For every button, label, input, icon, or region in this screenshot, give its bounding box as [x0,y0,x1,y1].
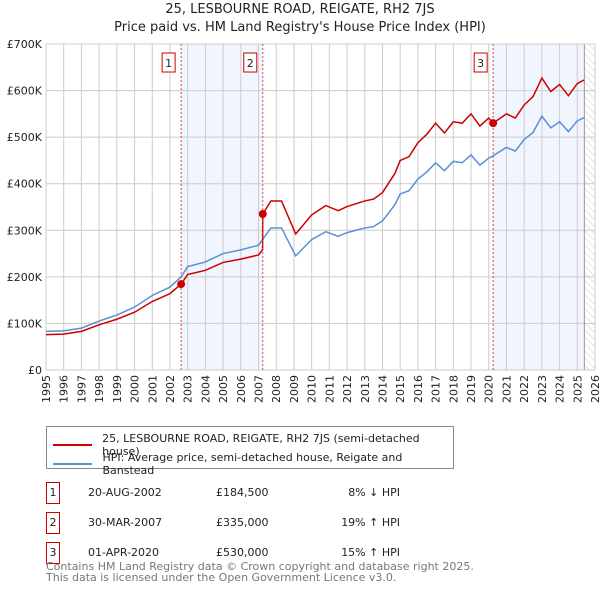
chart-subtitle: Price paid vs. HM Land Registry's House … [114,20,486,35]
x-tick-label: 1998 [93,375,106,403]
sale-point [177,280,186,289]
y-tick-label: £600K [7,85,43,98]
sale-badge: 2 [46,512,60,534]
legend-item-hpi: HPI: Average price, semi-detached house,… [53,451,453,477]
sale-date: 20-AUG-2002 [88,486,162,499]
legend-label: HPI: Average price, semi-detached house,… [102,451,403,477]
x-tick-label: 2018 [447,375,460,403]
sale-hpi-diff: 19% ↑ HPI [341,516,400,529]
y-tick-label: £700K [7,38,43,51]
y-tick-label: £300K [7,224,43,237]
legend-label: 25, LESBOURNE ROAD, REIGATE, RH2 7JS (se… [102,432,420,458]
sale-label-box [473,52,488,73]
legend: 25, LESBOURNE ROAD, REIGATE, RH2 7JS (se… [46,426,454,477]
x-tick-label: 2022 [518,375,531,403]
sale-label: 2 [247,57,254,70]
x-tick-label: 1999 [111,375,124,403]
x-tick-label: 1995 [40,375,53,403]
legend-swatch-red [53,444,93,446]
x-tick-label: 2013 [359,375,372,403]
x-tick-label: 1997 [75,375,88,403]
sale-row: 2 30-MAR-2007 £335,000 19% ↑ HPI [46,512,446,534]
x-tick-label: 2003 [182,375,195,403]
x-tick-label: 2008 [270,375,283,403]
x-tick-label: 2019 [465,375,478,403]
sale-price: £530,000 [216,546,269,559]
x-tick-label: 2015 [394,375,407,403]
y-tick-label: £500K [7,131,43,144]
plot-frame [45,43,596,371]
sale-point [258,209,267,218]
x-tick-label: 1996 [58,375,71,403]
x-tick-label: 2007 [253,375,266,403]
sale-price: £335,000 [216,516,269,529]
x-tick-label: 2016 [412,375,425,403]
sale-hpi-diff: 15% ↑ HPI [341,546,400,559]
x-tick-label: 2004 [199,375,212,403]
legend-swatch-blue [53,463,93,465]
y-tick-label: £100K [7,317,43,330]
sale-hpi-diff: 8% ↓ HPI [348,486,400,499]
sale-price: £184,500 [216,486,269,499]
sale-label-box [161,52,176,73]
x-tick-label: 2006 [235,375,248,403]
x-tick-label: 2024 [554,375,567,403]
x-tick-label: 2000 [129,375,142,403]
x-tick-label: 2002 [164,375,177,403]
x-tick-label: 2020 [483,375,496,403]
sale-row: 1 20-AUG-2002 £184,500 8% ↓ HPI [46,482,446,504]
legend-item-property: 25, LESBOURNE ROAD, REIGATE, RH2 7JS (se… [53,432,453,458]
x-tick-label: 2021 [500,375,513,403]
hpi-line [45,114,585,333]
sale-date: 01-APR-2020 [88,546,160,559]
sale-date: 30-MAR-2007 [88,516,163,529]
x-tick-label: 2014 [376,375,389,403]
x-tick-label: 2017 [430,375,443,403]
sale-point [489,119,498,128]
sale-badge: 3 [46,542,60,564]
shaded-period [493,44,585,370]
y-tick-label: £400K [7,178,43,191]
sale-label: 3 [477,57,484,70]
x-tick-label: 2026 [589,375,600,403]
x-tick-label: 2010 [306,375,319,403]
x-tick-label: 2012 [341,375,354,403]
y-tick-label: £200K [7,271,43,284]
sale-label-box [243,52,258,73]
sale-label: 1 [165,57,172,70]
plot-area: 1995 1996 1997 1998 1999 2000 2001 2002 2003 2004… [7,38,600,403]
sale-badge: 1 [46,482,60,504]
x-tick-label: 2025 [571,375,584,403]
x-tick-label: 2001 [146,375,159,403]
sale-row: 3 01-APR-2020 £530,000 15% ↑ HPI [46,542,446,564]
forecast-hatch [584,44,595,370]
y-tick-label: £0 [28,364,42,377]
shaded-period [181,44,263,370]
x-tick-label: 2005 [217,375,230,403]
footer-licence: This data is licensed under the Open Gov… [46,571,397,584]
chart-title: 25, LESBOURNE ROAD, REIGATE, RH2 7JS [165,2,435,17]
x-tick-label: 2009 [288,375,301,403]
x-tick-label: 2011 [323,375,336,403]
footer-copyright: Contains HM Land Registry data © Crown c… [46,560,474,573]
x-tick-label: 2023 [536,375,549,403]
